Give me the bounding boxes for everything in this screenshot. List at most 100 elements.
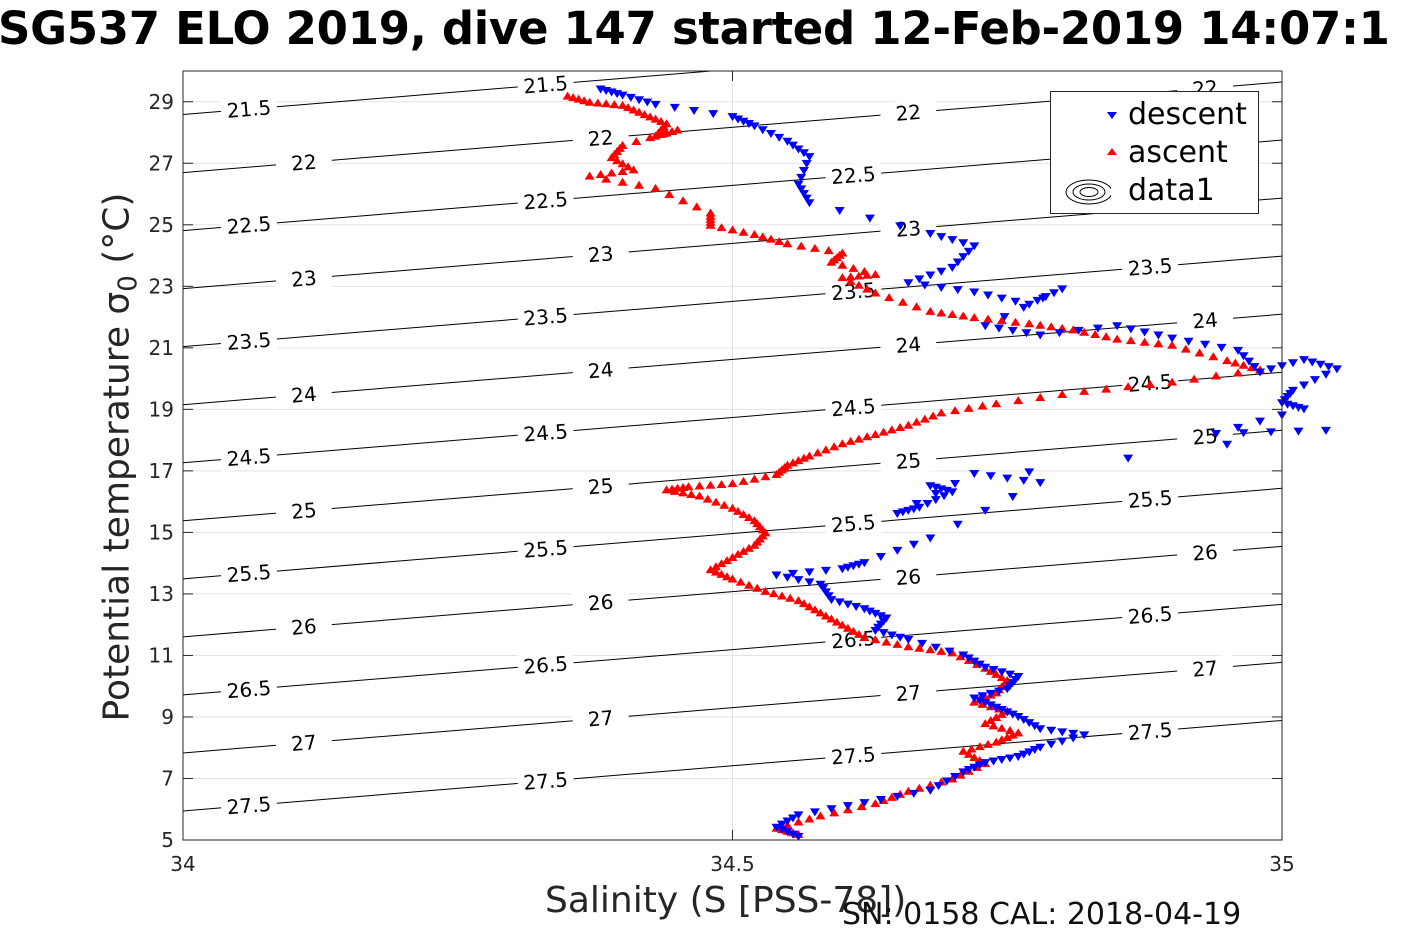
descent-point-114 [1123,454,1134,463]
descent-point-12 [727,113,738,122]
contour-line-6 [183,371,1282,464]
descent-point-128 [892,509,903,518]
descent-point-79 [1216,343,1227,352]
ascent-point-114 [1211,371,1222,380]
ascent-point-0 [562,91,573,100]
ascent-point-267 [955,770,966,779]
ascent-point-154 [749,474,760,483]
descent-point-66 [1007,326,1018,335]
descent-point-7 [642,98,653,107]
ascent-point-197 [735,577,746,586]
ascent-point-145 [798,453,809,462]
descent-point-246 [782,828,793,837]
contour-label-8-3: 25.5 [1121,484,1180,514]
descent-point-50 [936,283,947,292]
descent-point-54 [996,294,1007,303]
descent-point-214 [1057,737,1068,746]
descent-point-174 [886,631,897,640]
descent-point-224 [980,759,991,768]
descent-point-122 [930,496,941,505]
descent-point-6 [634,96,645,105]
contour-label-text: 22 [587,125,614,151]
descent-point-225 [974,761,985,770]
ascent-point-141 [829,442,840,451]
ascent-point-208 [815,608,826,617]
legend[interactable]: descent ascent data1 [1050,91,1259,214]
ascent-point-78 [853,280,864,289]
contour-line-10 [183,603,1282,696]
ascent-point-166 [678,488,689,497]
ascent-point-69 [837,260,848,269]
ascent-point-84 [925,306,936,315]
contour-label-12-1: 27.5 [516,766,575,796]
descent-point-40 [969,242,980,251]
contour-label-text: 27.5 [522,767,568,795]
ascent-point-92 [1024,319,1035,328]
ascent-point-53 [716,223,727,232]
ascent-point-34 [617,159,628,168]
contour-label-4-1: 23.5 [516,302,575,332]
y-tick-label-1: 7 [161,766,174,790]
contour-line-8 [183,487,1282,580]
ascent-point-196 [727,574,738,583]
descent-point-23 [798,149,809,158]
descent-point-135 [1018,476,1029,485]
descent-point-173 [878,629,889,638]
ascent-point-110 [1238,360,1249,369]
ascent-point-41 [601,174,612,183]
contour-label-6-0: 24.5 [220,443,278,472]
contour-label-12-3: 27.5 [1121,717,1180,746]
descent-point-69 [1054,329,1065,338]
descent-point-109 [1238,429,1249,438]
descent-point-226 [969,763,980,772]
ascent-point-219 [892,639,903,648]
descent-point-111 [1293,427,1304,436]
descent-point-76 [1167,334,1178,343]
ascent-point-203 [785,593,796,602]
descent-point-241 [787,814,798,823]
ascent-point-215 [853,629,864,638]
axes-frame [182,70,1283,841]
contour-label-4-0: 23.5 [220,326,278,356]
descent-point-232 [925,786,936,795]
ascent-point-200 [760,586,771,595]
ascent-point-70 [848,263,859,272]
descent-point-212 [1079,731,1090,740]
ascent-point-130 [919,414,930,423]
descent-point-222 [996,756,1007,765]
ascent-point-135 [878,427,889,436]
ascent-point-253 [1007,730,1018,739]
descent-point-220 [1013,752,1024,761]
descent-point-89 [1307,358,1318,367]
ascent-point-138 [853,434,864,443]
descent-point-115 [1024,468,1035,477]
contour-line-4 [183,255,1282,348]
contour-label-text: 22 [290,150,317,176]
descent-point-138 [980,506,991,515]
ascent-point-153 [760,472,771,481]
ascent-point-170 [711,497,722,506]
ascent-point-100 [1112,334,1123,343]
contour-line-7 [183,429,1282,522]
descent-point-172 [870,626,881,635]
descent-point-132 [969,469,980,478]
descent-point-107 [1233,423,1244,432]
contour-label-text: 23.5 [1127,253,1173,281]
contour-label-1-1: 22 [571,123,630,153]
contour-label-2-2: 22.5 [824,161,883,190]
descent-point-130 [930,489,941,498]
x-tick-label-1: 34.5 [710,852,755,876]
ascent-point-60 [782,239,793,248]
ascent-point-123 [1013,396,1024,405]
descent-point-45 [936,267,947,276]
descent-point-205 [1018,716,1029,725]
ascent-point-81 [884,293,895,302]
descent-point-112 [1320,426,1331,435]
descent-point-37 [936,233,947,242]
ascent-point-125 [977,401,988,410]
contour-label-text: 23 [895,216,922,242]
ascent-point-223 [936,646,947,655]
descent-point-201 [996,706,1007,715]
descent-point-25 [801,160,812,169]
contour-label-7-2: 25 [879,446,938,476]
